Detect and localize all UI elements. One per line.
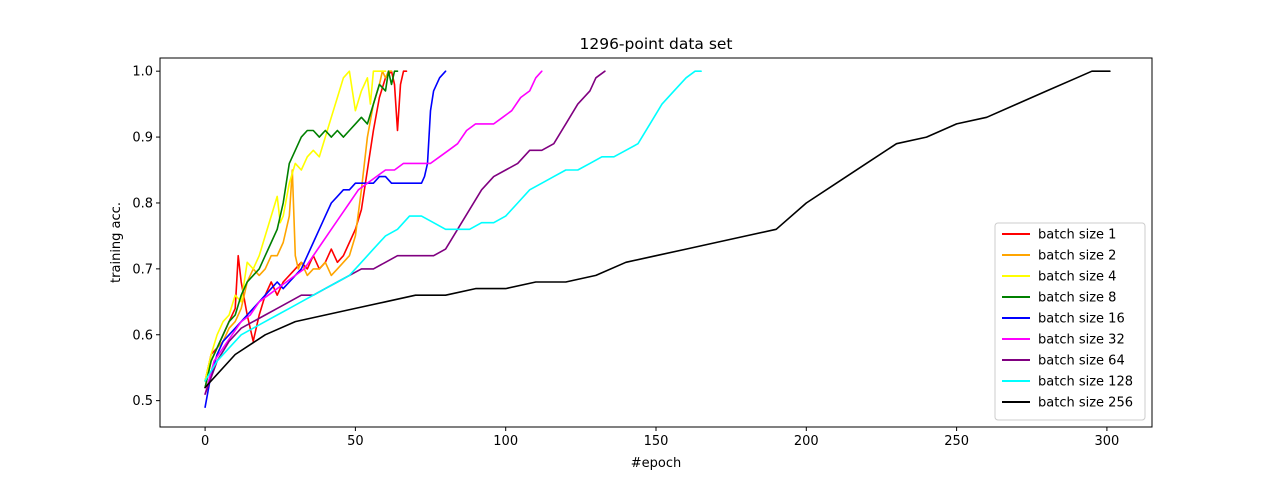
legend-label: batch size 16: [1038, 312, 1125, 327]
series-line-batch-size-256: [204, 70, 1111, 389]
x-tick-label: 0: [201, 434, 209, 449]
x-axis: 0 50 100 150 200 250 300: [201, 427, 1119, 449]
x-tick-label: 300: [1094, 434, 1119, 449]
legend-label: batch size 4: [1038, 270, 1116, 285]
series-line-batch-size-64: [204, 70, 606, 395]
x-axis-title: #epoch: [631, 456, 681, 471]
x-tick-label: 150: [644, 434, 669, 449]
series-line-batch-size-2: [204, 70, 393, 389]
y-tick-label: 0.7: [132, 262, 153, 277]
y-tick-label: 0.5: [132, 394, 153, 409]
x-tick-label: 200: [794, 434, 819, 449]
chart-title: 1296-point data set: [579, 35, 732, 53]
x-tick-label: 250: [944, 434, 969, 449]
series-line-batch-size-4: [204, 70, 387, 382]
series-line-batch-size-1: [204, 70, 408, 382]
legend-label: batch size 32: [1038, 333, 1125, 348]
series-line-batch-size-32: [204, 70, 543, 395]
legend-label: batch size 1: [1038, 228, 1116, 243]
legend-label: batch size 128: [1038, 375, 1133, 390]
series-layer: [204, 70, 1111, 409]
legend-label: batch size 8: [1038, 291, 1116, 306]
x-tick-label: 50: [347, 434, 364, 449]
legend-label: batch size 64: [1038, 354, 1125, 369]
series-line-batch-size-16: [204, 70, 447, 409]
y-tick-label: 0.8: [132, 196, 153, 211]
x-tick-label: 100: [493, 434, 518, 449]
series-line-batch-size-8: [204, 70, 399, 389]
y-tick-label: 0.6: [132, 328, 153, 343]
y-axis: 0.5 0.6 0.7 0.8 0.9 1.0: [132, 65, 160, 409]
legend-label: batch size 2: [1038, 249, 1116, 264]
legend-box: [994, 222, 1146, 421]
y-tick-label: 0.9: [132, 131, 153, 146]
series-line-batch-size-128: [204, 70, 702, 382]
legend: batch size 1 batch size 2 batch size 4 batc…: [994, 222, 1146, 421]
y-axis-title: training acc.: [109, 202, 124, 283]
legend-label: batch size 256: [1038, 396, 1133, 411]
y-tick-label: 1.0: [132, 65, 153, 80]
